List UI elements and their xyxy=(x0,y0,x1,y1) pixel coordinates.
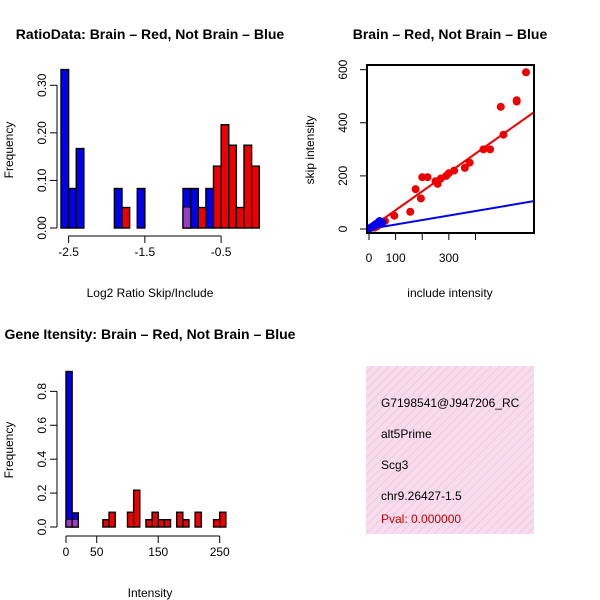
scatter-y-tick-label: 0 xyxy=(336,225,350,232)
ratio-hist-y-tick-label: 0.30 xyxy=(35,73,49,97)
ratio-hist-xlabel: Log2 Ratio Skip/Include xyxy=(87,286,214,300)
scatter-point-brain-23 xyxy=(512,97,521,106)
ratio-hist-x-tick-label: -2.5 xyxy=(58,245,79,259)
ratio-hist-bar-brain-4 xyxy=(220,124,230,229)
scatter-point-brain-20 xyxy=(496,102,505,111)
scatter-axes: 0 100 300 0 200 400 600 xyxy=(336,59,476,265)
gene-hist-bar-brain-12 xyxy=(194,511,202,528)
gene-hist-bar-brain-6 xyxy=(145,519,153,528)
ratio-hist-bar-not-brain-6 xyxy=(189,187,199,229)
gene-hist-bar-brain-5 xyxy=(132,489,141,528)
ratio-hist-bars xyxy=(60,68,260,229)
scatter-fit-line-not-brain xyxy=(368,200,533,230)
gene-hist-bar-brain-8 xyxy=(157,519,166,528)
gene-hist-title: Gene Itensity: Brain – Red, Not Brain – … xyxy=(5,326,296,342)
info-gene-name: Scg3 xyxy=(381,458,409,472)
gene-hist-axes: 0 50 150 250 0.0 0.2 0.4 0.6 0.8 xyxy=(35,383,230,559)
ratio-hist-y-tick-label: 0.20 xyxy=(35,121,49,145)
scatter-point-brain-16 xyxy=(460,163,469,172)
gene-hist-bar-brain-11 xyxy=(182,519,190,528)
info-pval: Pval: 0.000000 xyxy=(381,512,461,526)
gene-hist-bar-not-brain-0 xyxy=(65,370,73,528)
ratio-hist-title: RatioData: Brain – Red, Not Brain – Blue xyxy=(16,26,285,42)
info-event-id: G7198541@J947206_RC xyxy=(381,396,520,410)
gene-hist-bars xyxy=(65,370,227,528)
gene-hist-xlabel: Intensity xyxy=(128,586,173,600)
ratio-hist-bar-brain-8 xyxy=(250,165,260,229)
gene-hist-bar-overlap xyxy=(66,519,72,527)
gene-hist-y-tick-label: 0.8 xyxy=(35,383,49,400)
scatter-x-tick-label: 0 xyxy=(366,251,373,265)
gene-hist-bar-brain-10 xyxy=(175,511,184,528)
ratio-histogram-panel: RatioData: Brain – Red, Not Brain – Blue… xyxy=(2,26,284,300)
scatter-point-brain-9 xyxy=(423,173,432,182)
gene-hist-x-tick-label: 250 xyxy=(210,545,230,559)
scatter-point-brain-15 xyxy=(450,166,459,175)
gene-hist-bar-brain-7 xyxy=(151,511,159,528)
gene-hist-bar-brain-13 xyxy=(212,519,221,528)
ratio-hist-bar-not-brain-1 xyxy=(67,187,77,229)
ratio-hist-axes: -2.5 -1.5 -0.5 0.00 0.10 0.20 0.30 xyxy=(35,73,232,259)
gene-hist-x-tick-label: 150 xyxy=(148,545,168,559)
ratio-hist-bar-not-brain-4 xyxy=(136,187,146,229)
gene-hist-y-tick-label: 0.0 xyxy=(35,518,49,535)
scatter-y-tick-label: 200 xyxy=(336,166,350,186)
info-event-type: alt5Prime xyxy=(381,427,432,441)
scatter-point-not-brain-15 xyxy=(378,218,387,227)
info-box-hatching xyxy=(366,366,534,534)
scatter-marks xyxy=(368,68,533,232)
ratio-hist-bar-brain-2 xyxy=(197,206,207,229)
info-location: chr9.26427-1.5 xyxy=(381,489,462,503)
scatter-y-tick-label: 600 xyxy=(336,59,350,79)
gene-hist-ylabel: Frequency xyxy=(2,422,16,479)
ratio-hist-bar-brain-7 xyxy=(243,144,253,229)
intensity-scatter-panel: Brain – Red, Not Brain – Blue 0 100 300 0 20… xyxy=(303,26,547,300)
ratio-hist-bar-not-brain-2 xyxy=(75,147,85,229)
scatter-x-tick-label: 300 xyxy=(439,251,459,265)
scatter-title: Brain – Red, Not Brain – Blue xyxy=(353,26,548,42)
scatter-point-brain-4 xyxy=(390,211,399,220)
scatter-ylabel: skip intensity xyxy=(303,116,317,185)
scatter-point-brain-19 xyxy=(486,145,495,154)
gene-hist-bar-brain-2 xyxy=(102,519,110,528)
scatter-point-brain-17 xyxy=(465,158,474,167)
scatter-clipped-group xyxy=(368,68,533,232)
gene-hist-bar-brain-3 xyxy=(108,511,116,528)
scatter-point-brain-6 xyxy=(411,185,420,194)
ratio-hist-x-tick-label: -0.5 xyxy=(211,245,232,259)
scatter-point-brain-18 xyxy=(479,145,488,154)
gene-hist-bar-brain-4 xyxy=(126,511,135,528)
scatter-plot-box xyxy=(366,64,535,234)
gene-hist-y-tick-label: 0.6 xyxy=(35,417,49,434)
ratio-hist-ylabel: Frequency xyxy=(2,122,16,179)
scatter-point-brain-7 xyxy=(416,194,425,203)
ratio-hist-bar-brain-3 xyxy=(212,165,222,229)
ratio-hist-y-tick-label: 0.10 xyxy=(35,168,49,192)
gene-intensity-histogram-panel: Gene Itensity: Brain – Red, Not Brain – … xyxy=(2,326,296,600)
gene-hist-y-tick-label: 0.2 xyxy=(35,484,49,501)
scatter-xlabel: include intensity xyxy=(407,286,492,300)
scatter-point-brain-24 xyxy=(522,68,531,77)
ratio-hist-bar-not-brain-0 xyxy=(60,68,70,229)
gene-hist-y-tick-label: 0.4 xyxy=(35,451,49,468)
ratio-hist-bar-brain-6 xyxy=(235,206,245,229)
ratio-hist-bar-overlap xyxy=(183,207,190,228)
gene-hist-x-tick-label: 50 xyxy=(90,545,104,559)
event-info-panel: G7198541@J947206_RC alt5Prime Scg3 chr9.… xyxy=(366,366,534,534)
gene-hist-bar-overlap xyxy=(72,519,78,527)
ratio-hist-y-tick-label: 0.00 xyxy=(35,216,49,240)
scatter-y-tick-label: 400 xyxy=(336,112,350,132)
gene-hist-x-tick-label: 0 xyxy=(63,545,70,559)
ratio-hist-bar-brain-0 xyxy=(121,206,131,229)
scatter-point-brain-5 xyxy=(406,207,415,216)
scatter-point-brain-21 xyxy=(499,130,508,139)
ratio-hist-bar-not-brain-3 xyxy=(113,187,123,229)
ratio-hist-bar-brain-5 xyxy=(228,144,238,229)
ratio-hist-x-tick-label: -1.5 xyxy=(135,245,156,259)
ratio-hist-bar-not-brain-7 xyxy=(205,187,215,229)
scatter-x-tick-label: 100 xyxy=(386,251,406,265)
gene-hist-bar-brain-9 xyxy=(163,519,172,528)
gene-hist-bar-brain-14 xyxy=(218,511,227,528)
